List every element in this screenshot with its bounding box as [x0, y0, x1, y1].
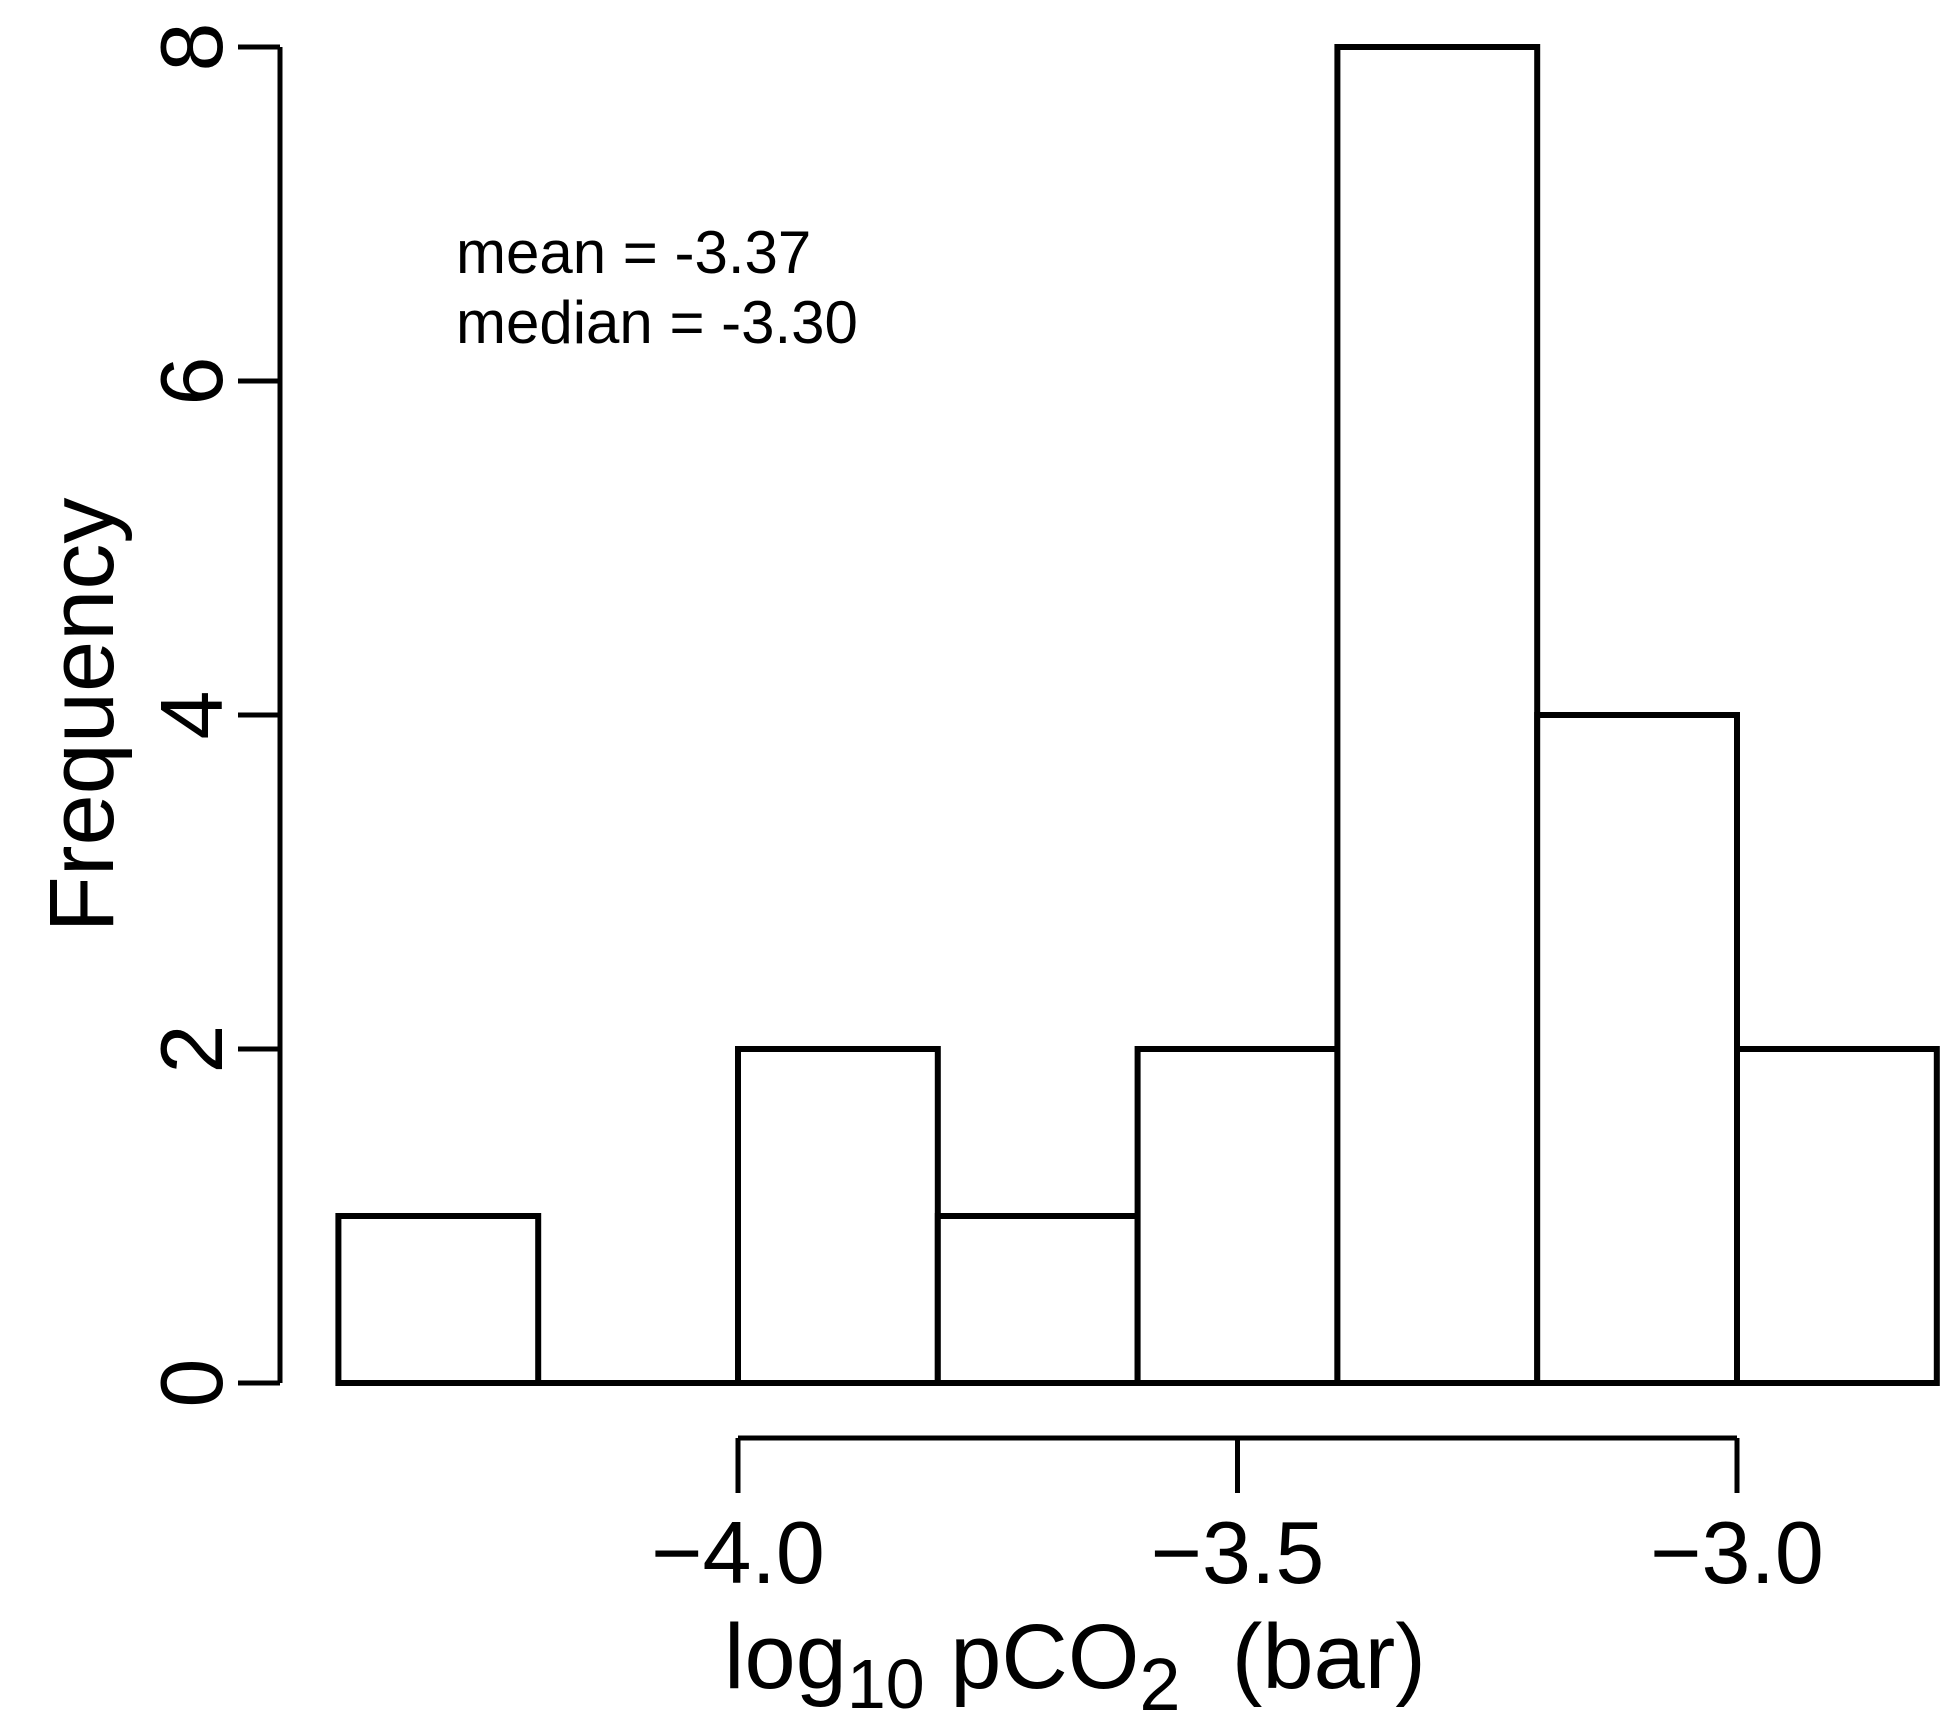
histogram-bar [1734, 1046, 1940, 1386]
histogram-bar [934, 1213, 1141, 1386]
axes-group: 0 2 4 6 8 −4.0 −3.5 −3.0 [142, 23, 1824, 1602]
annotation-mean: mean = -3.37 [456, 219, 811, 286]
y-axis-tick-label: 8 [142, 23, 241, 72]
x-axis-tick-label: −3.0 [1650, 1503, 1824, 1602]
histogram-bar [735, 1046, 941, 1386]
x-axis-tick-label: −4.0 [651, 1503, 825, 1602]
x-axis-title-unit: (bar) [1181, 1606, 1426, 1708]
y-axis-tick-label: 0 [142, 1359, 241, 1408]
y-axis-tick-label: 2 [142, 1025, 241, 1074]
x-axis-title-species: pCO [925, 1606, 1140, 1708]
x-axis-title-species-subscript: 2 [1139, 1643, 1180, 1721]
y-axis-tick-label: 4 [142, 691, 241, 740]
y-axis-tick-label: 6 [142, 357, 241, 406]
histogram-bar [1134, 1046, 1341, 1386]
x-axis-title-base: log [724, 1606, 847, 1708]
x-axis-title-base-subscript: 10 [847, 1645, 925, 1721]
histogram-bar [1534, 712, 1740, 1386]
x-axis-tick-label: −3.5 [1151, 1503, 1325, 1602]
histogram-bar [335, 1213, 542, 1386]
x-axis-title: log10 pCO2 (bar) [724, 1606, 1426, 1721]
y-axis-title: Frequency [31, 498, 133, 933]
annotation-median: median = -3.30 [456, 289, 858, 356]
histogram-bar [1334, 44, 1541, 1386]
bars-group [335, 44, 1940, 1386]
